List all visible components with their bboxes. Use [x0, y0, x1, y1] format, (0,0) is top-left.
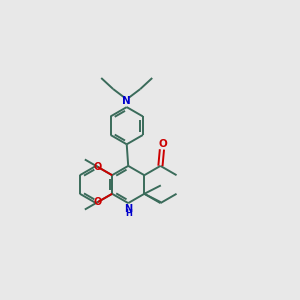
- Text: O: O: [93, 197, 101, 207]
- Text: N: N: [124, 203, 132, 214]
- Text: O: O: [158, 139, 167, 149]
- Text: H: H: [125, 209, 132, 218]
- Text: O: O: [93, 162, 101, 172]
- Text: N: N: [122, 95, 131, 106]
